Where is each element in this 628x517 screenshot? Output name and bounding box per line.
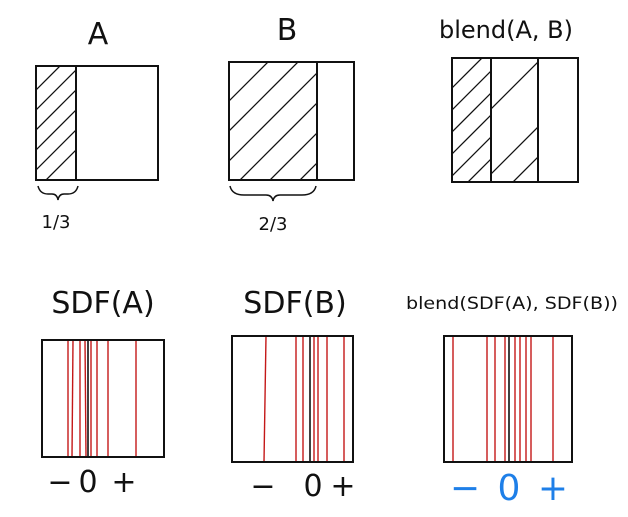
panel-a: A 1/3	[35, 17, 159, 233]
sdf-b-minus: −	[250, 469, 275, 504]
sdf-b-zero: 0	[303, 469, 322, 504]
brace-a-label: 1/3	[42, 212, 71, 233]
panel-sdf-b-title: SDF(B)	[243, 286, 346, 321]
panel-a-title: A	[88, 17, 109, 52]
sdf-b-box	[231, 335, 354, 463]
blend-sdf-zero: 0	[498, 468, 521, 509]
blend-sdf-plus: +	[538, 468, 568, 509]
blend-box	[451, 57, 579, 183]
blend-hatch-sparse	[491, 61, 538, 182]
blend-hatch-dense	[452, 58, 491, 182]
sdf-a-field-lines	[67, 339, 137, 458]
shape-a-hatch	[36, 66, 76, 180]
panel-b-title: B	[277, 13, 298, 48]
sdf-a-box	[41, 339, 165, 458]
sdf-b-plus: +	[330, 469, 355, 504]
panel-sdf-a: SDF(A) − 0 +	[41, 286, 165, 500]
panel-blend-sdf-title: blend(SDF(A), SDF(B))	[406, 294, 618, 314]
brace-b	[229, 185, 317, 202]
brace-b-label: 2/3	[259, 214, 288, 235]
shape-a-box	[35, 65, 159, 181]
blend-sdf-field-lines	[452, 336, 554, 462]
brace-a	[37, 185, 79, 201]
blend-sdf-box	[443, 335, 573, 463]
shape-b-hatch	[229, 62, 317, 180]
shape-b-box	[228, 61, 355, 181]
blend-sdf-minus: −	[450, 468, 480, 509]
sdf-a-plus: +	[111, 465, 136, 500]
sdf-a-minus: −	[47, 465, 72, 500]
sdf-a-zero: 0	[78, 465, 97, 500]
panel-sdf-a-title: SDF(A)	[51, 286, 154, 321]
panel-blend: blend(A, B)	[439, 16, 579, 183]
panel-blend-sdf: blend(SDF(A), SDF(B)) − 0 +	[406, 294, 618, 509]
panel-sdf-b: SDF(B) − 0 +	[231, 286, 356, 504]
sdf-b-field-lines	[263, 335, 345, 463]
panel-blend-title: blend(A, B)	[439, 16, 573, 44]
panel-b: B 2/3	[228, 13, 355, 235]
